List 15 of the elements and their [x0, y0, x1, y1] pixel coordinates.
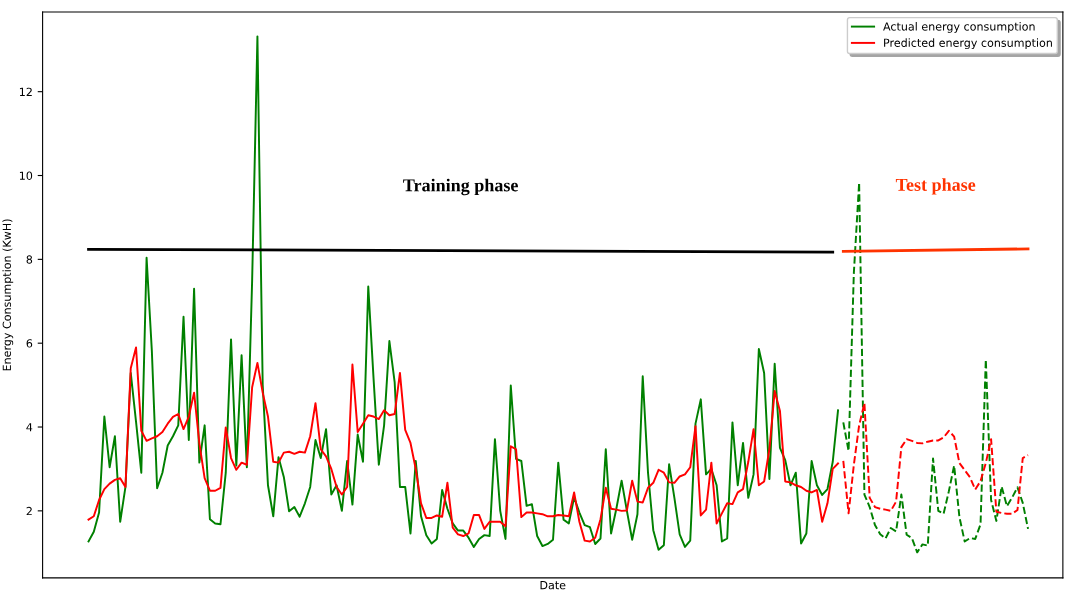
- line-series: [87, 346, 839, 543]
- x-axis-title: Date: [540, 581, 566, 590]
- y-tick-label: 6: [26, 339, 33, 348]
- text: Training phase: [403, 178, 518, 196]
- legend-label: Predicted energy consumption: [884, 38, 1052, 50]
- y-tick-label: 2: [26, 506, 32, 516]
- y-axis-title: Energy Consumption (KwH): [2, 219, 14, 371]
- y-tick-label: 10: [19, 171, 33, 180]
- y-tick-label: 4: [26, 423, 33, 432]
- y-tick-label: 8: [26, 255, 33, 264]
- line-series: [87, 35, 839, 551]
- text: Test phase: [895, 178, 976, 195]
- y-tick-label: 12: [19, 87, 32, 96]
- line-series: [842, 402, 1029, 515]
- legend-label: Actual energy consumption: [883, 22, 1035, 33]
